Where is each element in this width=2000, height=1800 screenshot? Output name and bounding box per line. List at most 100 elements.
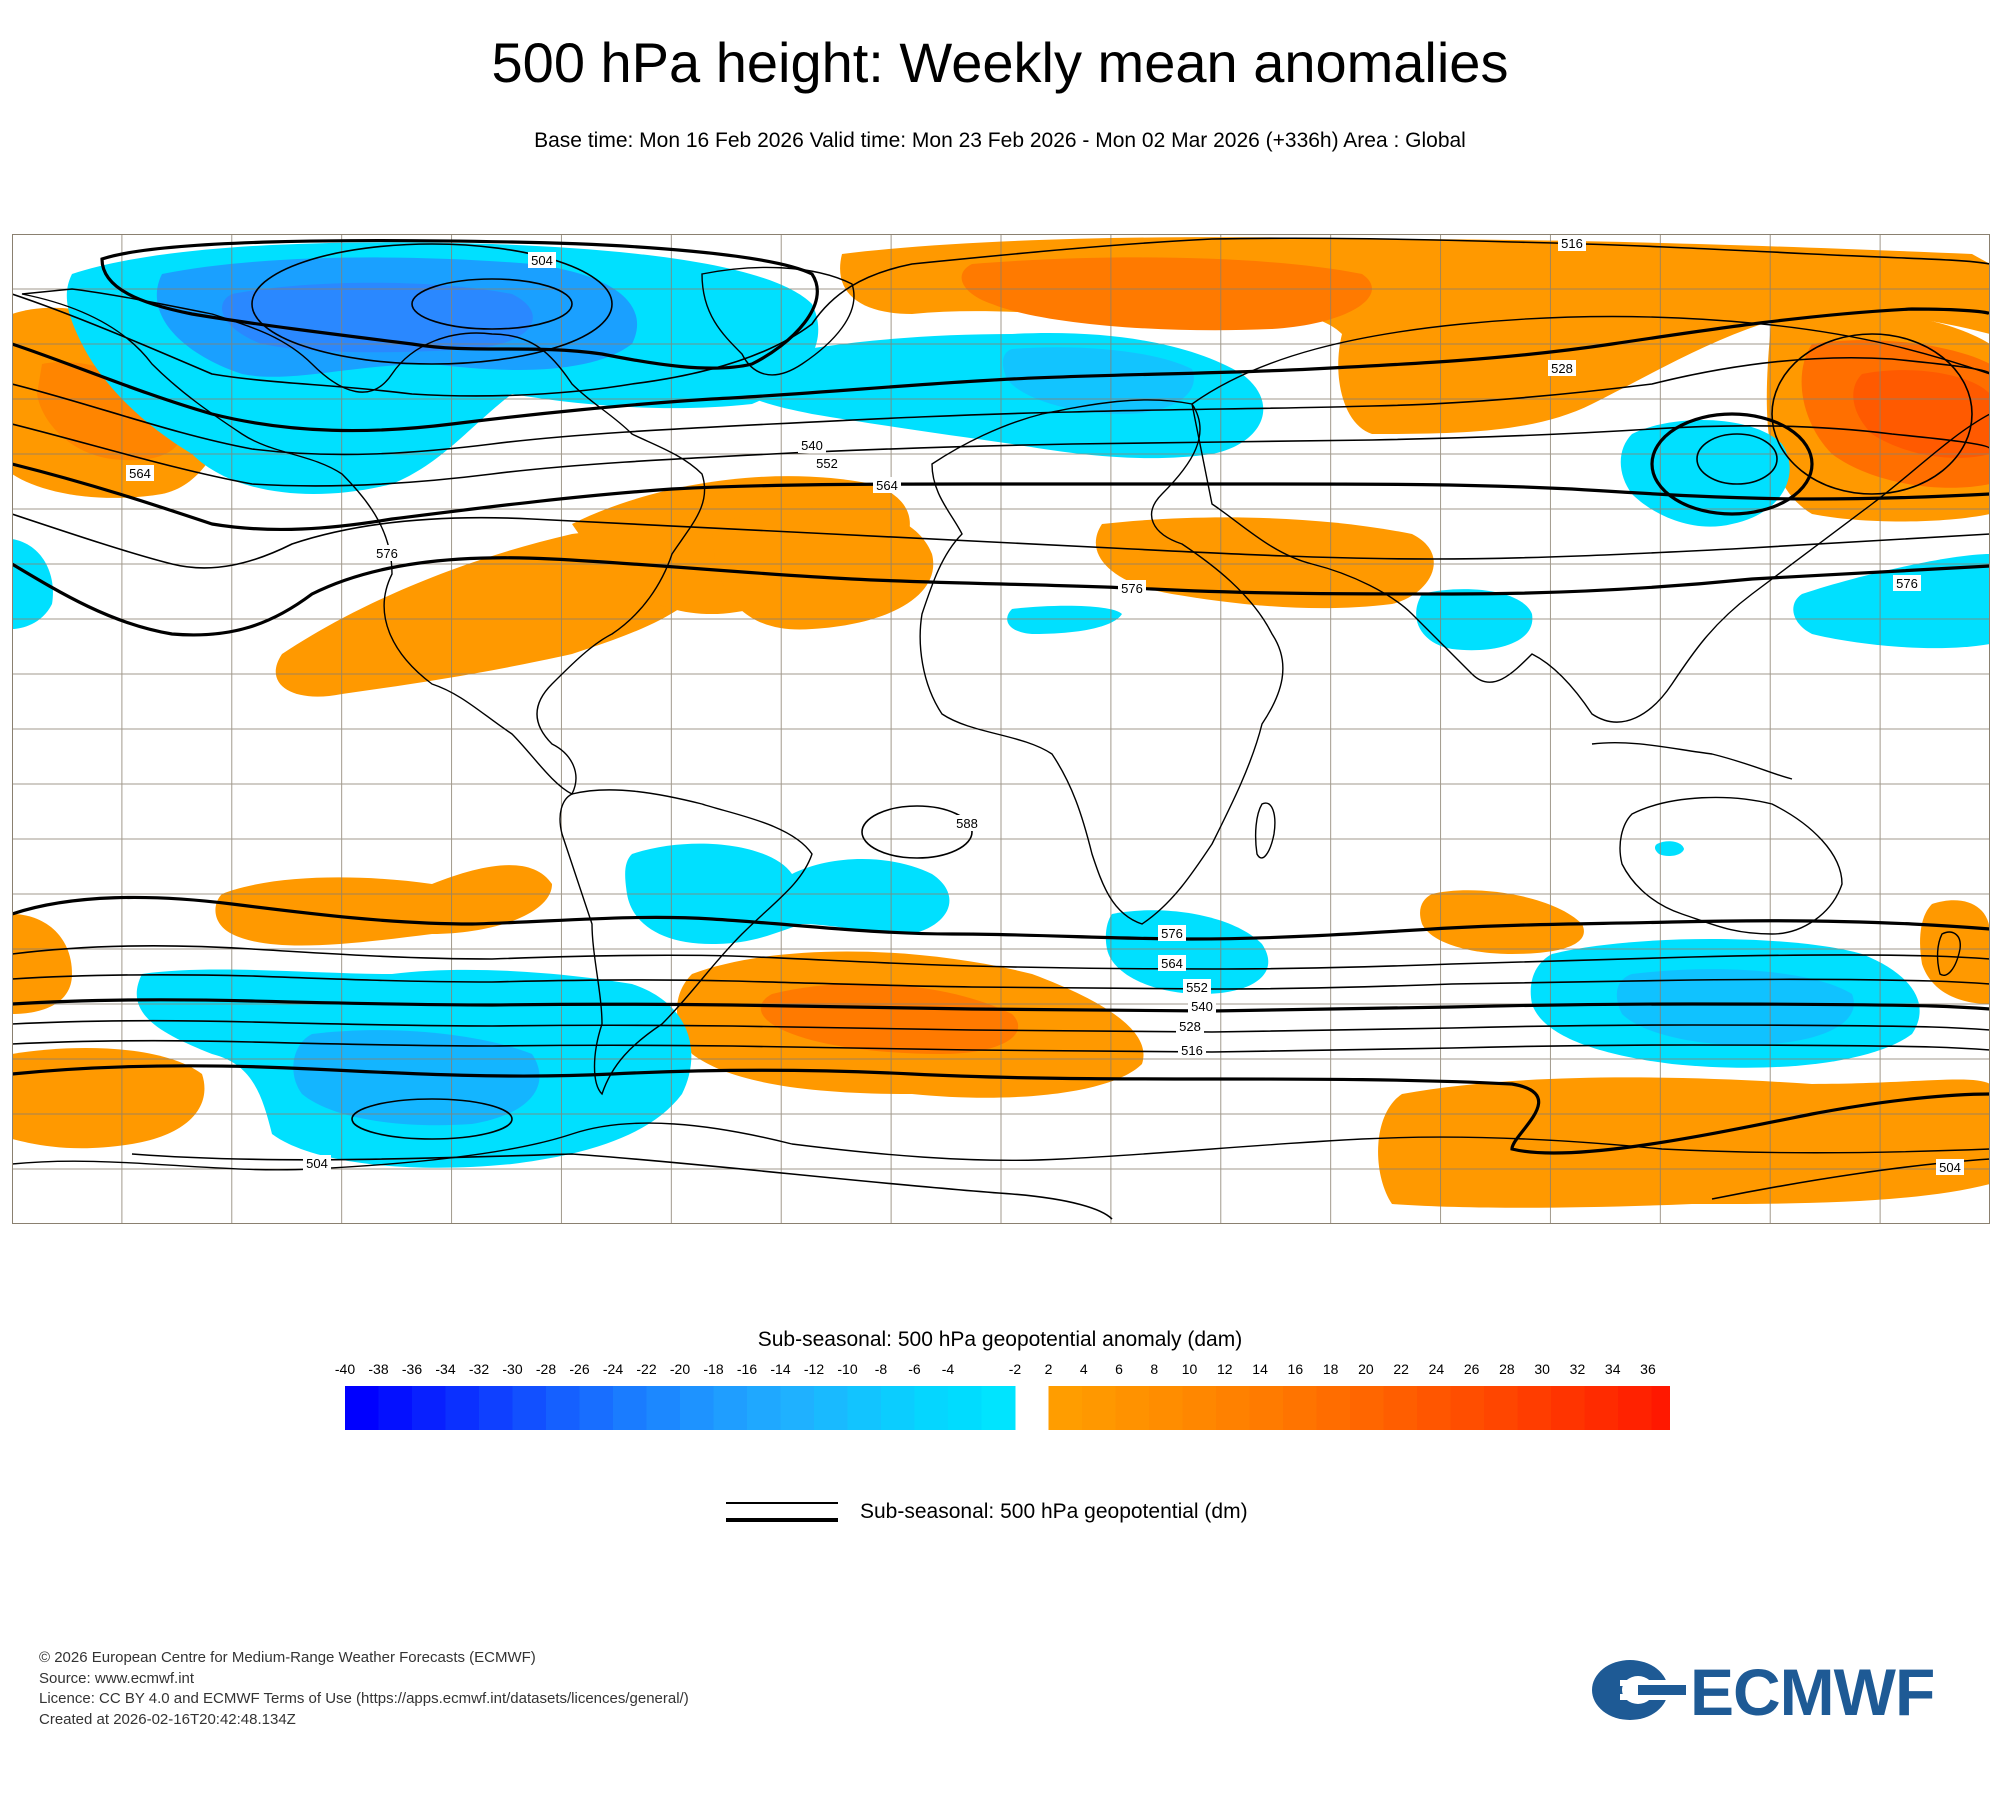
chart-title: 500 hPa height: Weekly mean anomalies: [491, 31, 1509, 94]
coast-south-america: [559, 789, 813, 1096]
scale-box-negative: [747, 1386, 781, 1430]
contour-label-576-e-text: 576: [1896, 576, 1918, 591]
coast-indonesia: [1591, 741, 1793, 780]
contour-504-north: [100, 238, 819, 370]
scale-tick-positive: 10: [1182, 1361, 1198, 1377]
contour-label-576-north: 576: [1118, 580, 1146, 596]
scale-box-positive: [1182, 1386, 1217, 1430]
contour-label-576-text: 576: [1121, 581, 1143, 596]
anomaly-neg-australia-spot: [1654, 841, 1684, 857]
scale-box-negative: [378, 1386, 413, 1430]
scale-box-negative: [613, 1386, 647, 1430]
contour-504-south-low: [351, 1098, 513, 1140]
positive-anomaly-cores: [37, 257, 1990, 1054]
chart-subtitle: Base time: Mon 16 Feb 2026 Valid time: M…: [534, 129, 1466, 152]
scale-box-negative: [780, 1386, 815, 1430]
scale-box-negative: [445, 1386, 480, 1430]
contour-label-588-south: 588: [953, 815, 981, 831]
scale-tick-negative: -32: [469, 1361, 489, 1377]
contour-label-504-s-text: 504: [306, 1156, 328, 1171]
contour-516-south-bold: [12, 1064, 1990, 1155]
scale-box-positive: [1383, 1386, 1418, 1430]
scale-tick-negative: -22: [636, 1361, 656, 1377]
anomaly-pos-north-america: [275, 530, 712, 697]
contour-legend-thick-line: [726, 1518, 838, 1522]
contour-label-528-s-text: 528: [1179, 1019, 1201, 1034]
contour-label-set: 504 516 528 540 552 564 576 588 576 564 …: [126, 235, 1964, 1175]
anomaly-core-siberia: [961, 257, 1372, 331]
contour-label-528-south: 528: [1176, 1018, 1204, 1034]
coast-antarctica: [12, 1122, 1990, 1171]
scale-box-positive: [1551, 1386, 1585, 1430]
coast-north-america: [21, 288, 706, 795]
scale-box-negative: [981, 1386, 1016, 1430]
contour-label-528-north: 528: [1548, 360, 1576, 376]
anomaly-pos-atlantic-subtropics: [712, 507, 934, 630]
anomaly-pos-central-asia: [1095, 517, 1434, 609]
scale-tick-positive: 8: [1150, 1361, 1158, 1377]
scale-tick-positive: 12: [1217, 1361, 1233, 1377]
anomaly-color-scale: -40 -38 -36 -34 -32 -30 -28 -26 -24 -22 -20 -18 -16-…: [335, 1361, 1670, 1430]
anomaly-neg-sahara: [1007, 605, 1122, 634]
scale-tick-negative: -26: [569, 1361, 589, 1377]
contour-576-south: [12, 944, 1990, 970]
scale-tick-negative: -40: [335, 1361, 355, 1377]
geopotential-contours: [12, 237, 1990, 1220]
scale-box-positive: [1048, 1386, 1083, 1430]
map-frame: [12, 234, 1990, 1224]
contour-516-japan-low-inner: [1696, 433, 1778, 485]
scale-box-positive: [1249, 1386, 1284, 1430]
scale-tick-positive: 30: [1534, 1361, 1550, 1377]
contour-canada-low-core: [411, 278, 573, 330]
scale-tick-negative: -30: [502, 1361, 522, 1377]
contour-528-japan-low: [1650, 412, 1814, 516]
anomaly-core-south-pacific: [293, 1030, 540, 1126]
scale-tick-negative: -16: [737, 1361, 757, 1377]
contour-label-504-south-east: 504: [1936, 1159, 1964, 1175]
scale-box-positive: [1316, 1386, 1351, 1430]
contour-label-576-east: 576: [1893, 575, 1921, 591]
contour-label-516-s-text: 516: [1181, 1043, 1203, 1058]
scale-tick-negative: -18: [703, 1361, 723, 1377]
contour-540-north: [12, 356, 1990, 456]
scale-box-negative: [814, 1386, 848, 1430]
scale-box-positive: [1517, 1386, 1552, 1430]
contour-label-564-west: 564: [126, 465, 154, 481]
scale-box-negative: [646, 1386, 681, 1430]
contour-label-540-south: 540: [1188, 998, 1216, 1014]
scale-tick-negative: -6: [908, 1361, 921, 1377]
contour-label-564-w-text: 564: [129, 466, 151, 481]
scale-box-negative: [881, 1386, 915, 1430]
contour-label-576-s-text: 576: [1161, 926, 1183, 941]
contour-label-588-text: 588: [956, 816, 978, 831]
anomaly-core-canada-inner: [222, 282, 533, 353]
scale-tick-positive: 2: [1045, 1361, 1053, 1377]
scale-box-positive: [1618, 1386, 1652, 1430]
scale-tick-positive: 16: [1288, 1361, 1304, 1377]
scale-box-positive: [1216, 1386, 1250, 1430]
scale-box-negative: [512, 1386, 547, 1430]
contour-label-504-se-text: 504: [1939, 1160, 1961, 1175]
scale-tick-positive: 22: [1393, 1361, 1409, 1377]
negative-anomaly-cores: [156, 257, 1854, 1126]
contour-label-564-s-text: 564: [1161, 956, 1183, 971]
scale-tick-negative: -36: [402, 1361, 422, 1377]
scale-tick-negative: -2: [1009, 1361, 1022, 1377]
scale-box-negative: [914, 1386, 949, 1430]
scale-box-negative: [479, 1386, 513, 1430]
scale-box-positive: [1484, 1386, 1518, 1430]
anomaly-legend-title: Sub-seasonal: 500 hPa geopotential anoma…: [757, 1328, 1243, 1351]
contour-label-516-south: 516: [1178, 1042, 1206, 1058]
anomaly-neg-pacific-west: [1793, 554, 1990, 649]
scale-tick-positive: 32: [1570, 1361, 1586, 1377]
contour-label-504-text: 504: [531, 253, 553, 268]
scale-tick-negative: -38: [368, 1361, 388, 1377]
scale-tick-negative: -8: [875, 1361, 888, 1377]
contour-552-south-bold: [12, 998, 1990, 1013]
coastlines: [12, 266, 1990, 1171]
anomaly-pos-indian-ocean: [1420, 890, 1584, 954]
contour-label-576-w-text: 576: [376, 546, 398, 561]
coast-asia: [1191, 315, 1990, 723]
scale-box-positive: [1350, 1386, 1384, 1430]
contour-legend-thin-line: [726, 1502, 838, 1504]
